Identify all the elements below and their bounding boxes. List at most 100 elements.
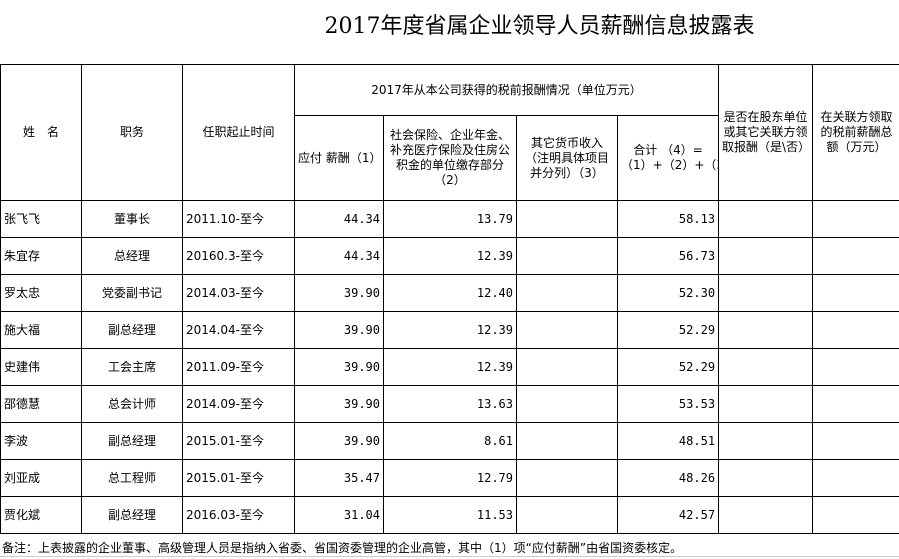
cell-shareholder (718, 237, 814, 275)
cell-name: 李波 (0, 422, 82, 460)
cell-salary: 44.34 (294, 237, 384, 275)
table-row: 张飞飞 董事长 2011.10-至今 44.34 13.79 58.13 (0, 200, 899, 238)
cell-position: 总工程师 (81, 459, 183, 497)
cell-position: 副总经理 (81, 422, 183, 460)
cell-related (812, 422, 899, 460)
cell-shareholder (718, 496, 814, 534)
cell-related (812, 274, 899, 312)
cell-insurance: 13.79 (383, 200, 517, 238)
cell-related (812, 348, 899, 386)
cell-related (812, 496, 899, 534)
cell-insurance: 12.39 (383, 311, 517, 349)
cell-insurance: 12.39 (383, 237, 517, 275)
cell-tenure: 2014.03-至今 (182, 274, 295, 312)
cell-shareholder (718, 348, 814, 386)
header-insurance: 社会保险、企业年金、补充医疗保险及住房公积金的单位缴存部分（2） (383, 115, 517, 201)
cell-name: 罗太忠 (0, 274, 82, 312)
cell-shareholder (718, 311, 814, 349)
cell-total: 58.13 (616, 200, 720, 238)
cell-total: 52.30 (616, 274, 720, 312)
cell-other (516, 422, 618, 460)
cell-total: 42.57 (616, 496, 720, 534)
cell-insurance: 12.39 (383, 348, 517, 386)
header-shareholder: 是否在股东单位或其它关联方领取报酬（是\否） (718, 64, 814, 201)
cell-position: 总经理 (81, 237, 183, 275)
cell-total: 48.51 (616, 422, 720, 460)
cell-related (812, 459, 899, 497)
cell-insurance: 12.79 (383, 459, 517, 497)
table-row: 邵德慧 总会计师 2014.09-至今 39.90 13.63 53.53 (0, 385, 899, 423)
cell-tenure: 2014.04-至今 (182, 311, 295, 349)
cell-shareholder (718, 385, 814, 423)
table-row: 罗太忠 党委副书记 2014.03-至今 39.90 12.40 52.30 (0, 274, 899, 312)
table-row: 朱宜存 总经理 20160.3-至今 44.34 12.39 56.73 (0, 237, 899, 275)
cell-insurance: 11.53 (383, 496, 517, 534)
cell-position: 副总经理 (81, 311, 183, 349)
header-total: 合计 （4）=（1）+（2）+（3） (616, 115, 720, 201)
page-title: 2017年度省属企业领导人员薪酬信息披露表 (324, 14, 755, 39)
cell-insurance: 8.61 (383, 422, 517, 460)
cell-other (516, 496, 618, 534)
cell-name: 史建伟 (0, 348, 82, 386)
cell-position: 党委副书记 (81, 274, 183, 312)
table-row: 施大福 副总经理 2014.04-至今 39.90 12.39 52.29 (0, 311, 899, 349)
table-row: 李波 副总经理 2015.01-至今 39.90 8.61 48.51 (0, 422, 899, 460)
header-position: 职务 (81, 64, 183, 201)
cell-tenure: 2014.09-至今 (182, 385, 295, 423)
cell-shareholder (718, 200, 814, 238)
cell-other (516, 200, 618, 238)
cell-salary: 44.34 (294, 200, 384, 238)
cell-other (516, 459, 618, 497)
cell-related (812, 311, 899, 349)
cell-other (516, 385, 618, 423)
cell-other (516, 274, 618, 312)
header-group: 2017年从本公司获得的税前报酬情况（单位万元） (293, 64, 720, 116)
cell-tenure: 20160.3-至今 (182, 237, 295, 275)
cell-other (516, 311, 618, 349)
cell-tenure: 2011.10-至今 (182, 200, 295, 238)
cell-name: 施大福 (0, 311, 82, 349)
cell-name: 朱宜存 (0, 237, 82, 275)
cell-position: 工会主席 (81, 348, 183, 386)
cell-insurance: 12.40 (383, 274, 517, 312)
cell-position: 董事长 (81, 200, 183, 238)
cell-position: 总会计师 (81, 385, 183, 423)
cell-salary: 39.90 (294, 422, 384, 460)
cell-salary: 39.90 (294, 385, 384, 423)
table-row: 刘亚成 总工程师 2015.01-至今 35.47 12.79 48.26 (0, 459, 899, 497)
header-other: 其它货币收入（注明具体项目并分列）（3） (516, 115, 618, 201)
divider (0, 556, 899, 557)
cell-shareholder (718, 422, 814, 460)
header-name: 姓 名 (0, 64, 82, 201)
cell-insurance: 13.63 (383, 385, 517, 423)
cell-salary: 39.90 (294, 274, 384, 312)
header-tenure: 任职起止时间 (182, 64, 295, 201)
cell-tenure: 2015.01-至今 (182, 422, 295, 460)
footnote: 备注：上表披露的企业董事、高级管理人员是指纳入省委、省国资委管理的企业高管，其中… (2, 541, 683, 555)
cell-other (516, 348, 618, 386)
cell-salary: 35.47 (294, 459, 384, 497)
cell-salary: 39.90 (294, 311, 384, 349)
cell-position: 副总经理 (81, 496, 183, 534)
cell-total: 56.73 (616, 237, 720, 275)
cell-name: 贾化斌 (0, 496, 82, 534)
cell-total: 52.29 (616, 311, 720, 349)
cell-name: 张飞飞 (0, 200, 82, 238)
cell-name: 邵德慧 (0, 385, 82, 423)
header-related: 在关联方领取的税前薪酬总额（万元） (812, 64, 899, 201)
cell-tenure: 2011.09-至今 (182, 348, 295, 386)
cell-name: 刘亚成 (0, 459, 82, 497)
table-row: 贾化斌 副总经理 2016.03-至今 31.04 11.53 42.57 (0, 496, 899, 534)
cell-other (516, 237, 618, 275)
cell-related (812, 385, 899, 423)
cell-salary: 31.04 (294, 496, 384, 534)
cell-related (812, 237, 899, 275)
cell-tenure: 2015.01-至今 (182, 459, 295, 497)
cell-tenure: 2016.03-至今 (182, 496, 295, 534)
table-row: 史建伟 工会主席 2011.09-至今 39.90 12.39 52.29 (0, 348, 899, 386)
header-salary: 应付 薪酬（1） (294, 115, 384, 201)
cell-shareholder (718, 459, 814, 497)
cell-total: 52.29 (616, 348, 720, 386)
cell-shareholder (718, 274, 814, 312)
salary-table: 姓 名 职务 任职起止时间 2017年从本公司获得的税前报酬情况（单位万元） 是… (0, 64, 899, 534)
